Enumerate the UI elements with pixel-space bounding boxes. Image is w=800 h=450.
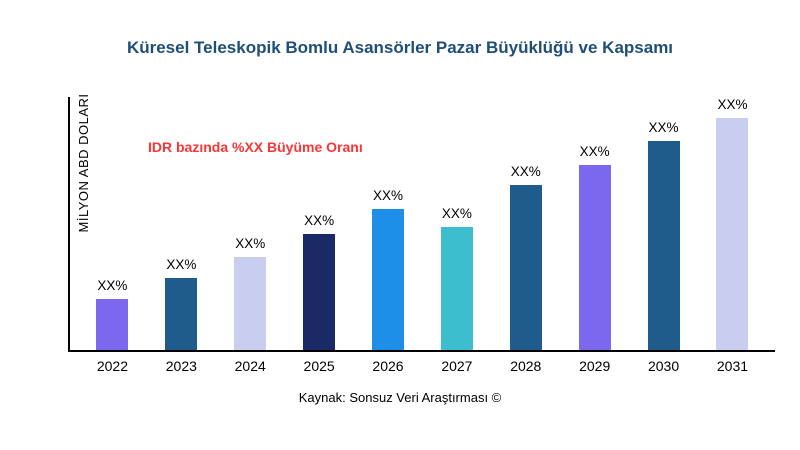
bar-2023 xyxy=(165,278,198,350)
bar-value-label: XX% xyxy=(648,120,679,135)
x-tick-label: 2028 xyxy=(510,358,542,374)
bar-2022 xyxy=(96,299,129,350)
bar-2031 xyxy=(716,118,749,350)
bar-value-label: XX% xyxy=(166,257,197,272)
bar-group-2029: XX% 2029 xyxy=(575,97,615,374)
bar-value-label: XX% xyxy=(579,144,610,159)
bar-group-2022: XX% 2022 xyxy=(92,97,132,374)
bar-group-2031: XX% 2031 xyxy=(712,97,752,374)
x-tick-label: 2030 xyxy=(647,358,680,374)
bar-value-label: XX% xyxy=(717,97,748,112)
bar-2027 xyxy=(440,227,473,350)
bar-group-2028: XX% 2028 xyxy=(506,97,546,374)
bar-2028 xyxy=(509,185,542,350)
bar-2025 xyxy=(303,234,336,350)
plot-area: IDR bazında %XX Büyüme Oranı XX% 2022 XX% 2… xyxy=(68,97,775,374)
bar-2029 xyxy=(578,165,611,350)
bar-value-label: XX% xyxy=(235,236,266,251)
x-tick-label: 2031 xyxy=(716,358,749,374)
bar-value-label: XX% xyxy=(510,164,541,179)
bar-2024 xyxy=(234,257,267,350)
bar-group-2024: XX% 2024 xyxy=(230,97,270,374)
source-caption: Kaynak: Sonsuz Veri Araştırması © xyxy=(298,390,502,405)
bar-group-2023: XX% 2023 xyxy=(161,97,201,374)
x-tick-label: 2025 xyxy=(303,358,335,374)
bar-series: XX% 2022 XX% 2023 XX% 2024 XX% 2025 XX% 2026 XX% 20… xyxy=(70,97,775,374)
bar-2030 xyxy=(647,141,680,350)
x-tick-label: 2022 xyxy=(96,358,129,374)
bar-value-label: XX% xyxy=(372,188,403,203)
x-tick-label: 2024 xyxy=(234,358,266,374)
x-tick-label: 2023 xyxy=(165,358,197,374)
bar-value-label: XX% xyxy=(441,206,472,221)
bar-value-label: XX% xyxy=(97,278,128,293)
bar-group-2025: XX% 2025 xyxy=(299,97,339,374)
x-tick-label: 2026 xyxy=(372,358,404,374)
bar-group-2026: XX% 2026 xyxy=(368,97,408,374)
x-tick-label: 2027 xyxy=(441,358,473,374)
bar-2026 xyxy=(372,209,404,350)
x-tick-label: 2029 xyxy=(579,358,611,374)
bar-value-label: XX% xyxy=(304,213,335,228)
growth-rate-annotation: IDR bazında %XX Büyüme Oranı xyxy=(148,139,363,155)
chart-title: Küresel Teleskopik Bomlu Asansörler Paza… xyxy=(126,38,674,57)
bar-group-2027: XX% 2027 xyxy=(437,97,477,374)
bar-group-2030: XX% 2030 xyxy=(644,97,684,374)
